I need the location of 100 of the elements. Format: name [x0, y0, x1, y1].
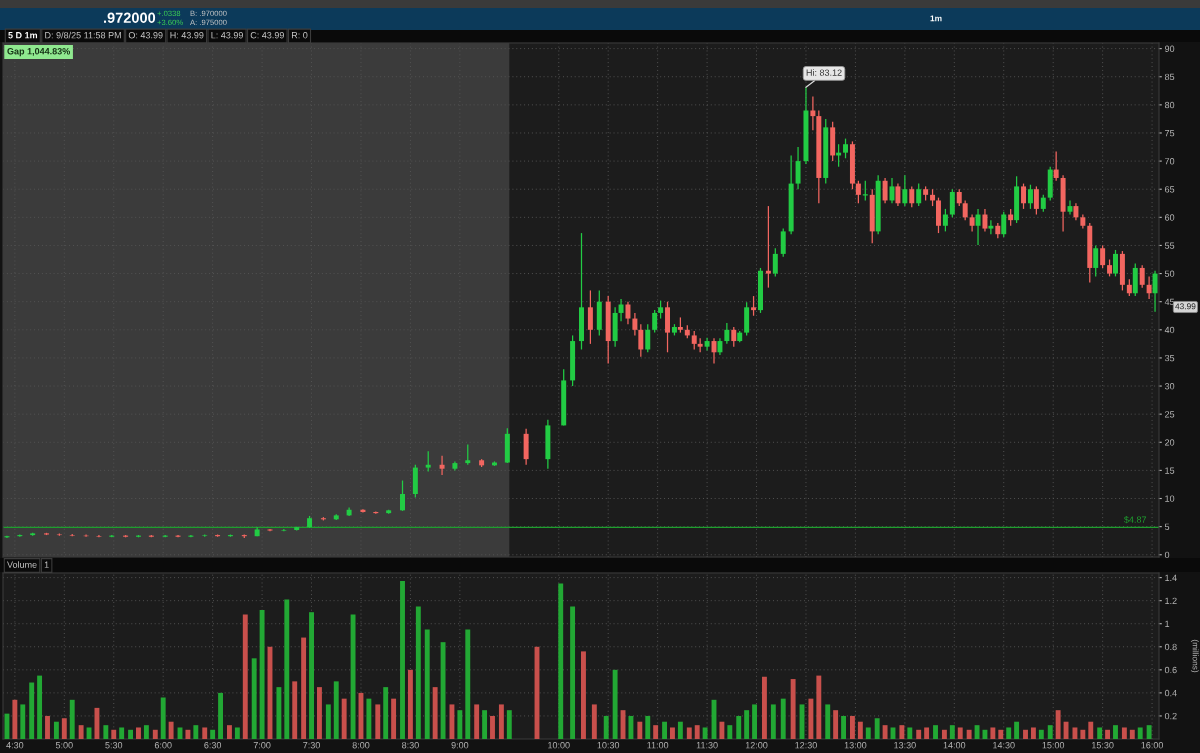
bar: [882, 725, 888, 739]
bar: [119, 727, 125, 739]
bar: [276, 687, 282, 739]
candlestick: [724, 322, 730, 345]
bar: [558, 583, 564, 739]
y-tick-label: 1: [1165, 620, 1170, 627]
bar: [916, 729, 922, 739]
x-tick-label: 15:30: [1092, 742, 1114, 749]
candlestick: [1001, 211, 1007, 238]
x-tick-label: 11:00: [647, 742, 669, 749]
bar: [662, 721, 668, 739]
candlestick: [1033, 185, 1039, 216]
x-tick-label: 12:30: [795, 742, 817, 749]
bar: [1080, 729, 1086, 739]
bar: [1038, 729, 1044, 739]
bar: [603, 715, 609, 739]
candlestick: [587, 289, 593, 345]
bar: [136, 727, 141, 739]
bar: [1030, 727, 1036, 739]
bar: [391, 698, 397, 739]
bar: [498, 704, 504, 739]
candlestick: [652, 309, 658, 334]
bar: [1006, 727, 1012, 739]
candlestick: [962, 199, 968, 221]
x-tick-label: 6:30: [204, 742, 222, 749]
x-tick-label: 12:00: [745, 742, 768, 749]
bar: [736, 715, 742, 739]
bar: [53, 721, 59, 739]
bar: [29, 682, 35, 739]
y-tick-label: 10: [1165, 495, 1175, 502]
candlestick: [810, 95, 816, 131]
y-tick-label: 80: [1164, 101, 1175, 109]
bar: [210, 729, 216, 739]
candlestick: [895, 182, 901, 207]
bar: [160, 697, 166, 739]
bar: [780, 698, 786, 739]
bar: [924, 727, 930, 739]
bar: [694, 725, 700, 739]
bar: [234, 727, 240, 739]
candlestick: [645, 323, 651, 353]
bar: [242, 614, 248, 739]
x-tick-label: 10:30: [597, 742, 620, 749]
y-tick-label: 5: [1164, 523, 1170, 530]
y-tick-label: 1.4: [1165, 574, 1177, 581]
bar: [1121, 727, 1127, 739]
bar: [350, 614, 356, 739]
bar: [325, 704, 331, 739]
text: O: 43.99: [128, 32, 163, 39]
candlestick: [772, 247, 778, 278]
x-tick-label: 13:30: [894, 742, 916, 749]
y-tick-label: 60: [1165, 214, 1175, 221]
bar: [653, 725, 659, 739]
candlestick: [691, 330, 697, 351]
bar: [941, 729, 947, 739]
y-tick-label: 75: [1165, 130, 1175, 137]
y-tick-label: 0.2: [1164, 712, 1177, 720]
bar: [907, 727, 913, 739]
bar: [581, 651, 586, 739]
y-tick-label: 90: [1164, 45, 1175, 52]
bar: [752, 704, 757, 739]
text: H: 43.99: [170, 32, 204, 39]
x-tick-label: 13:00: [844, 742, 867, 749]
bar: [12, 699, 18, 739]
bar: [251, 658, 257, 739]
bar: [1097, 727, 1103, 739]
bar: [432, 687, 438, 739]
x-tick-label: 14:30: [993, 742, 1015, 749]
bar: [865, 727, 871, 739]
candlestick: [988, 219, 994, 235]
bar: [37, 675, 43, 739]
bar: [933, 725, 938, 739]
bar: [69, 699, 75, 739]
bar: [61, 718, 67, 739]
candlestick: [765, 205, 771, 289]
y-tick-label: 55: [1164, 242, 1175, 249]
bar: [424, 629, 430, 739]
y-tick-label: 0.4: [1164, 689, 1177, 697]
candlestick: [1093, 244, 1099, 278]
bar: [143, 725, 149, 739]
bar: [1023, 729, 1028, 739]
chart-title: Volume: [7, 561, 37, 568]
bar: [482, 710, 488, 739]
bar: [490, 715, 495, 739]
bar: [591, 704, 597, 739]
y-tick-label: 45: [1164, 298, 1175, 306]
bar: [78, 725, 84, 739]
candlestick: [751, 295, 757, 317]
y-tick-label: 1.2: [1165, 597, 1177, 604]
y-tick-label: 50: [1164, 270, 1175, 277]
y-tick-label: 40: [1164, 326, 1175, 334]
bar: [407, 669, 413, 739]
candlestick: [400, 479, 405, 512]
bar: [816, 675, 822, 739]
y-tick-label: 70: [1165, 158, 1175, 165]
bar: [570, 606, 576, 739]
bar: [333, 681, 339, 739]
candlestick: [909, 185, 915, 208]
text: 5 D 1m: [8, 32, 38, 39]
x-tick-label: 8:00: [352, 742, 370, 749]
bar: [1105, 729, 1111, 739]
